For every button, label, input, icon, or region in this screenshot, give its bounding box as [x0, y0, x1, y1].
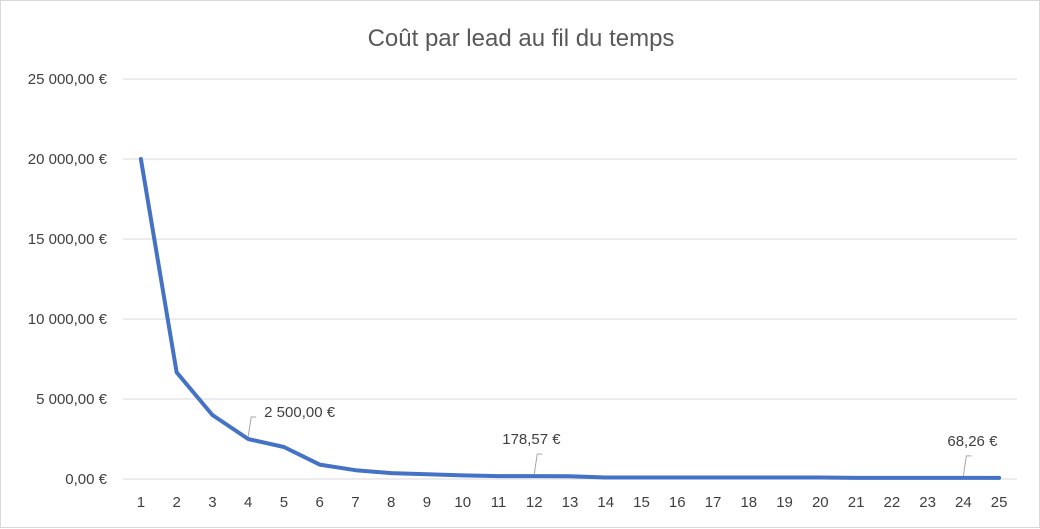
y-tick-label: 5 000,00 €	[36, 391, 108, 408]
x-tick-label: 17	[705, 494, 722, 511]
data-labels: 2 500,00 € 178,57 € 68,26 €	[247, 404, 998, 476]
x-tick-label: 18	[740, 494, 757, 511]
x-tick-label: 7	[351, 494, 359, 511]
x-tick-label: 15	[633, 494, 650, 511]
data-label-leader	[247, 416, 257, 438]
x-tick-label: 23	[919, 494, 936, 511]
x-tick-label: 16	[669, 494, 686, 511]
x-axis-ticks: 1 2 3 4 5 6 7 8 9 10 11 12 13 14 15 16 17 18 19 20 21 22 23 24 2…	[137, 494, 1008, 511]
x-tick-label: 6	[316, 494, 324, 511]
x-tick-label: 22	[883, 494, 900, 511]
x-tick-label: 9	[423, 494, 431, 511]
x-tick-label: 2	[172, 494, 180, 511]
series-layer	[138, 157, 1002, 480]
x-tick-label: 21	[848, 494, 865, 511]
data-label: 178,57 €	[502, 431, 561, 448]
series-line	[138, 157, 1002, 480]
x-tick-label: 14	[597, 494, 614, 511]
x-tick-label: 19	[776, 494, 793, 511]
y-tick-label: 25 000,00 €	[28, 71, 108, 88]
x-tick-label: 13	[562, 494, 579, 511]
y-axis-ticks: 0,00 € 5 000,00 € 10 000,00 € 15 000,00 € 20…	[28, 71, 108, 488]
y-tick-label: 20 000,00 €	[28, 151, 108, 168]
x-tick-label: 5	[280, 494, 288, 511]
x-tick-label: 10	[454, 494, 471, 511]
x-tick-label: 1	[137, 494, 145, 511]
x-tick-label: 12	[526, 494, 543, 511]
x-tick-label: 24	[955, 494, 972, 511]
data-label: 2 500,00 €	[264, 404, 336, 421]
x-tick-label: 25	[991, 494, 1008, 511]
y-tick-label: 15 000,00 €	[28, 231, 108, 248]
x-tick-label: 4	[244, 494, 252, 511]
y-tick-label: 10 000,00 €	[28, 311, 108, 328]
data-label: 68,26 €	[947, 433, 998, 450]
chart-title: Coût par lead au fil du temps	[368, 25, 675, 52]
data-label-leader	[962, 455, 972, 476]
gridlines	[123, 78, 1017, 480]
x-tick-label: 3	[208, 494, 216, 511]
x-tick-label: 20	[812, 494, 829, 511]
x-tick-label: 11	[491, 494, 507, 511]
y-tick-label: 0,00 €	[65, 471, 107, 488]
data-label-leader	[533, 453, 543, 475]
x-tick-label: 8	[387, 494, 395, 511]
